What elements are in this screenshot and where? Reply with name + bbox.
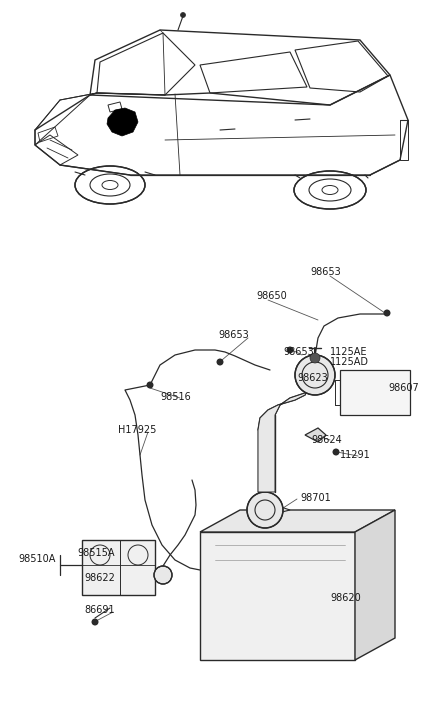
Polygon shape (355, 510, 395, 660)
Circle shape (146, 382, 153, 388)
Text: 98623: 98623 (297, 373, 328, 383)
Circle shape (310, 353, 320, 363)
Circle shape (216, 358, 223, 366)
Text: 98653: 98653 (283, 347, 314, 357)
Polygon shape (200, 532, 355, 660)
Text: 1125AE: 1125AE (330, 347, 367, 357)
Polygon shape (82, 540, 155, 595)
Circle shape (92, 619, 99, 625)
Text: 98653: 98653 (310, 267, 341, 277)
Circle shape (180, 12, 186, 17)
Polygon shape (255, 505, 290, 515)
Circle shape (247, 492, 283, 528)
Ellipse shape (294, 171, 366, 209)
Text: 1125AD: 1125AD (330, 357, 369, 367)
Text: 98620: 98620 (330, 593, 361, 603)
Text: 98510A: 98510A (18, 554, 55, 564)
Polygon shape (305, 428, 326, 442)
Circle shape (295, 355, 335, 395)
Text: 98624: 98624 (311, 435, 342, 445)
Text: 98650: 98650 (256, 291, 287, 301)
Text: 86691: 86691 (84, 605, 115, 615)
Text: 98516: 98516 (160, 392, 191, 402)
Text: 98515A: 98515A (77, 548, 114, 558)
Polygon shape (258, 382, 320, 492)
Text: 98607: 98607 (388, 383, 419, 393)
Circle shape (286, 347, 293, 353)
Polygon shape (340, 370, 410, 415)
Circle shape (332, 449, 339, 456)
Circle shape (154, 566, 172, 584)
Text: 98622: 98622 (84, 573, 115, 583)
Polygon shape (200, 510, 395, 532)
Text: 98701: 98701 (300, 493, 331, 503)
Text: H17925: H17925 (118, 425, 156, 435)
Text: 11291: 11291 (340, 450, 371, 460)
Circle shape (384, 310, 391, 316)
Ellipse shape (75, 166, 145, 204)
Polygon shape (107, 108, 138, 136)
Text: 98653: 98653 (218, 330, 249, 340)
